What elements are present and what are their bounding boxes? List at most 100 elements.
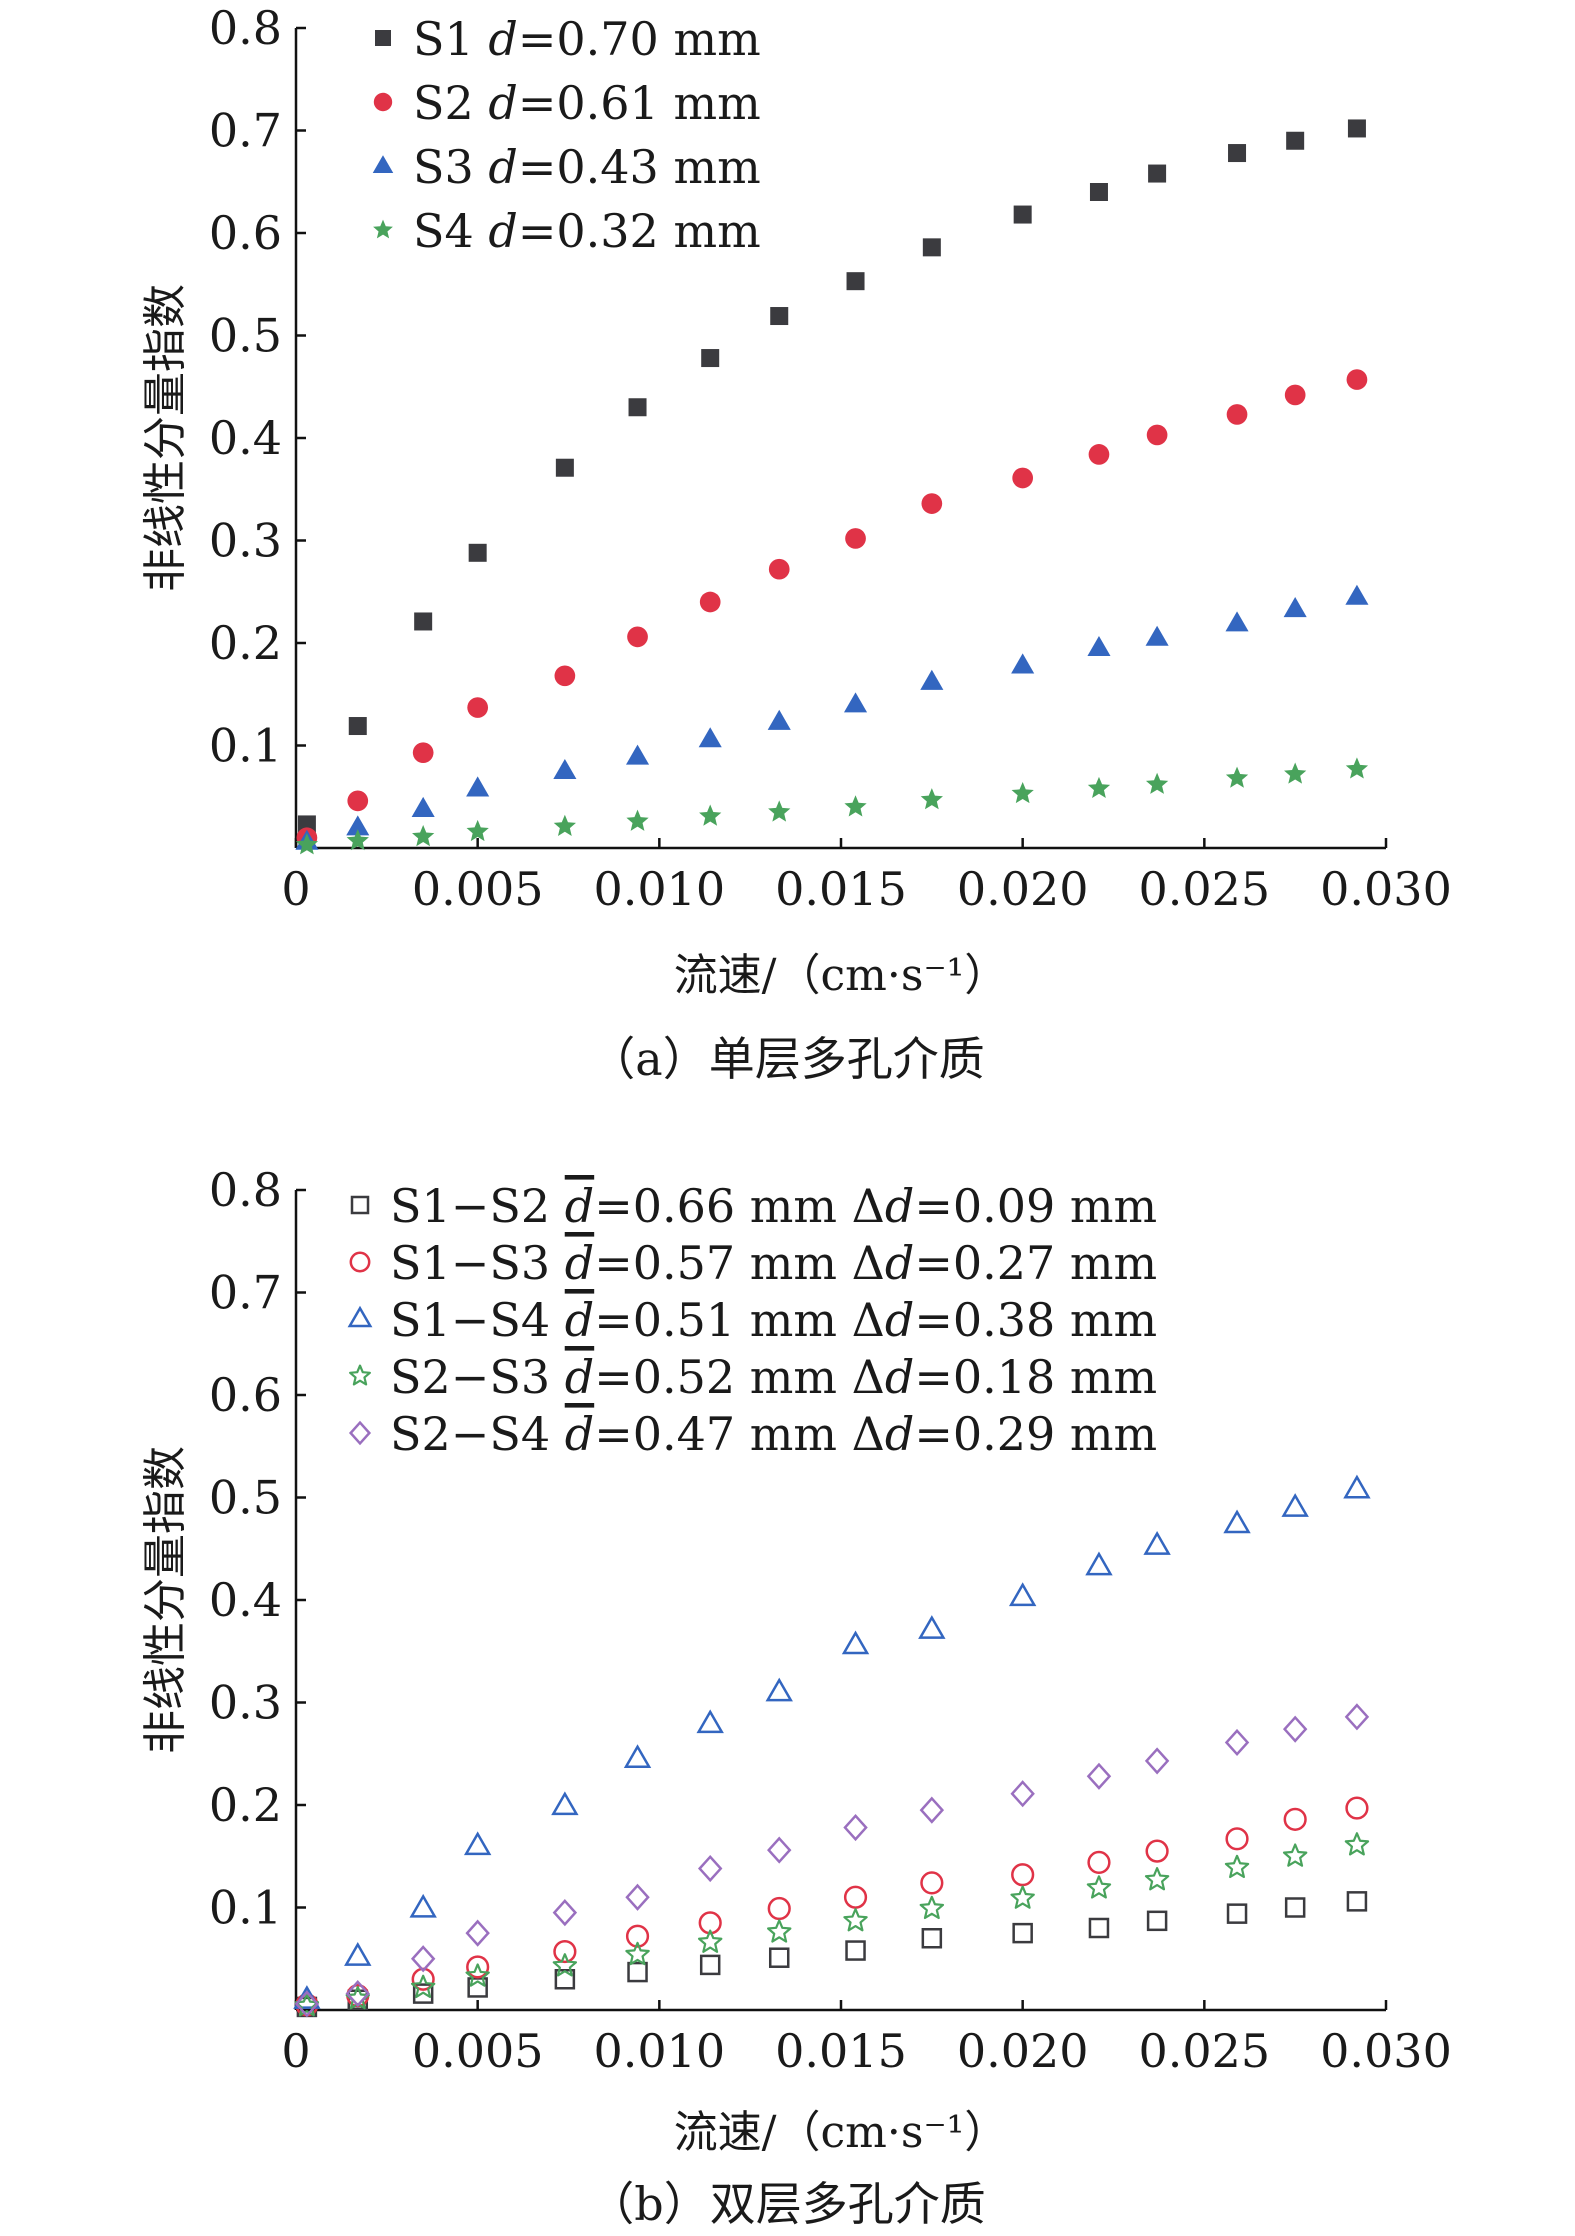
data-point (625, 1883, 650, 1911)
legend-label-d2: d (885, 1236, 914, 1290)
data-point (1144, 1747, 1170, 1775)
legend-label-name: S3 (413, 140, 488, 194)
data-point (1344, 1832, 1370, 1856)
legend-marker (375, 30, 391, 46)
legend-label-d: d (488, 12, 517, 66)
data-point (623, 1744, 652, 1769)
legend-marker (349, 1364, 371, 1386)
legend-label-dbar: d (565, 1407, 594, 1461)
data-point (1284, 762, 1307, 784)
data-point (1346, 369, 1368, 390)
data-point (1224, 1854, 1250, 1879)
data-point (1011, 653, 1035, 674)
legend-label-value: =0.70 mm (518, 12, 761, 66)
data-point (346, 829, 369, 851)
data-point (465, 1919, 490, 1947)
y-axis-title: 非线性分量指数 (140, 1446, 191, 1754)
legend-label-name: S2−S4 (390, 1407, 565, 1461)
data-point (770, 307, 789, 326)
legend-label-value: =0.61 mm (518, 76, 761, 130)
data-point (1086, 1875, 1112, 1899)
data-point (1283, 597, 1307, 618)
x-tick-label: 0 (281, 862, 310, 916)
data-point (697, 1854, 723, 1883)
data-point (846, 272, 865, 291)
data-point (1284, 1897, 1306, 1918)
data-point (920, 669, 944, 690)
data-point (409, 1893, 437, 1918)
x-axis-title: 流速/（cm·s⁻¹） (674, 950, 1009, 1001)
data-point (553, 758, 577, 780)
data-point (919, 1796, 945, 1824)
data-point (412, 1983, 434, 2004)
data-point (1087, 1850, 1111, 1875)
y-tick-label: 0.3 (209, 1676, 282, 1730)
data-point (699, 591, 721, 613)
data-point (1088, 444, 1110, 465)
data-point (768, 1947, 790, 1968)
data-point (625, 1941, 650, 1966)
data-point (551, 1791, 579, 1816)
series-2 (295, 1796, 1369, 2017)
x-tick-label: 0.025 (1138, 2024, 1270, 2078)
data-point (1088, 1917, 1110, 1939)
data-point (1226, 1903, 1248, 1924)
y-tick-label: 0.3 (209, 514, 282, 568)
data-point (768, 558, 790, 580)
data-point (1345, 1796, 1369, 1820)
data-point (767, 1836, 792, 1864)
legend-label-d2: d (885, 1293, 914, 1347)
data-point (625, 744, 650, 765)
series-1 (296, 1891, 1368, 2018)
data-point (1225, 1827, 1249, 1851)
legend-label-value: =0.57 mm Δ (594, 1236, 885, 1290)
figure-caption: （a）单层多孔介质 (589, 1032, 984, 1086)
y-tick-label: 0.7 (209, 104, 282, 158)
y-tick-label: 0.5 (209, 1471, 282, 1525)
data-point (1343, 1474, 1371, 1499)
data-point (1146, 424, 1168, 446)
y-tick-label: 0.4 (209, 411, 282, 465)
y-tick-label: 0.8 (209, 1163, 282, 1217)
legend-label: S1 d=0.70 mm (413, 12, 761, 66)
data-point (467, 697, 489, 718)
data-point (1011, 781, 1034, 804)
data-point (1145, 1839, 1169, 1863)
legend-label-d2: d (885, 1350, 914, 1404)
data-point (465, 1963, 490, 1987)
legend-label-value2: =0.18 mm (914, 1350, 1157, 1404)
data-point (1089, 183, 1108, 201)
legend-label-name: S1−S3 (390, 1236, 565, 1290)
data-point (1143, 1531, 1171, 1555)
data-point (1225, 766, 1249, 788)
data-point (627, 626, 648, 648)
data-point (843, 1885, 868, 1909)
x-tick-label: 0.025 (1138, 862, 1270, 916)
data-point (843, 1908, 868, 1932)
legend-label-dbar: d (565, 1236, 594, 1290)
data-point (466, 776, 490, 797)
data-point (463, 1831, 492, 1856)
legend-label-value2: =0.27 mm (914, 1236, 1157, 1290)
data-point (1223, 1509, 1251, 1534)
y-tick-label: 0.1 (209, 1881, 282, 1935)
x-tick-label: 0.030 (1320, 2024, 1452, 2078)
data-point (699, 804, 722, 826)
data-point (920, 788, 943, 810)
data-point (1085, 1551, 1113, 1576)
data-point (768, 800, 791, 822)
legend-label: S1−S3 d=0.57 mm Δd=0.27 mm (390, 1236, 1157, 1290)
legend-marker (349, 1251, 371, 1273)
data-point (348, 717, 367, 736)
legend-label-dbar: d (565, 1179, 594, 1233)
y-tick-label: 0.5 (209, 309, 282, 363)
data-point (1012, 1922, 1033, 1944)
data-point (1281, 1493, 1309, 1517)
legend-marker (348, 1420, 372, 1446)
data-point (412, 742, 434, 764)
data-point (701, 349, 720, 368)
data-point (765, 1677, 793, 1702)
data-point (844, 795, 867, 817)
